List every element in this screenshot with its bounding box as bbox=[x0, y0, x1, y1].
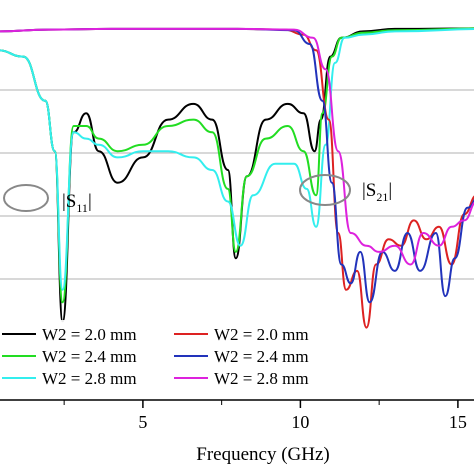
legend-label: W2 = 2.0 mm bbox=[42, 325, 137, 344]
series-line-s21-3 bbox=[0, 27, 474, 266]
legend-box bbox=[0, 320, 345, 391]
x-tick-label: 15 bbox=[449, 412, 467, 432]
series-line-s11-2 bbox=[0, 27, 474, 304]
x-axis-label: Frequency (GHz) bbox=[196, 444, 329, 465]
s21-ellipse-marker bbox=[299, 174, 351, 206]
curves bbox=[0, 27, 474, 329]
legend-label: W2 = 2.8 mm bbox=[42, 369, 137, 388]
legend-right-column: W2 = 2.0 mm W2 = 2.4 mm W2 = 2.8 mm bbox=[174, 325, 309, 388]
legend-label: W2 = 2.8 mm bbox=[214, 369, 309, 388]
s21-annotation: |S21| bbox=[362, 180, 392, 204]
legend-label: W2 = 2.0 mm bbox=[214, 325, 309, 344]
x-ticks: 5 10 15 bbox=[63, 400, 467, 432]
legend-label: W2 = 2.4 mm bbox=[214, 347, 309, 366]
series-line-s11-3 bbox=[0, 28, 474, 291]
legend-label: W2 = 2.4 mm bbox=[42, 347, 137, 366]
legend: W2 = 2.0 mm W2 = 2.4 mm W2 = 2.8 mm W2 = 2… bbox=[0, 320, 345, 391]
s11-annotation: |S11| bbox=[62, 191, 92, 215]
x-tick-label: 10 bbox=[291, 412, 309, 432]
x-tick-label: 5 bbox=[138, 412, 147, 432]
legend-left-column: W2 = 2.0 mm W2 = 2.4 mm W2 = 2.8 mm bbox=[2, 325, 137, 388]
s11-ellipse-marker bbox=[3, 184, 49, 212]
gridlines bbox=[0, 89, 474, 280]
